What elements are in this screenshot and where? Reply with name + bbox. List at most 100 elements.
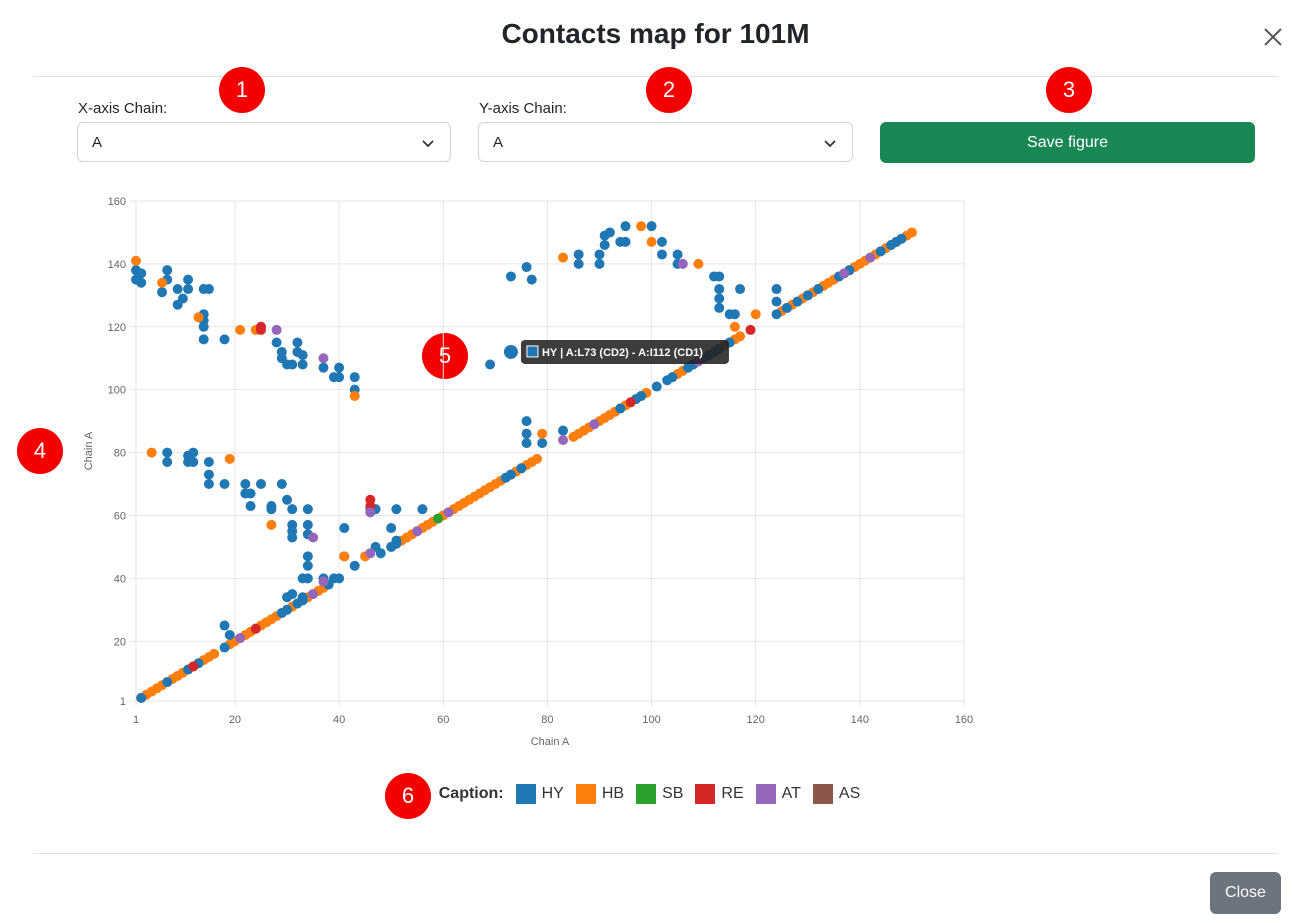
data-point-hy (505, 271, 516, 282)
data-point-hy (162, 457, 173, 468)
y-axis-chain-select[interactable]: A (478, 122, 853, 162)
data-point-hy (162, 265, 173, 276)
data-point-hy (282, 604, 293, 615)
legend-item-at[interactable]: AT (755, 784, 801, 804)
y-tick-label: 160 (108, 196, 126, 208)
data-point-hb (131, 255, 141, 266)
data-point-at (308, 589, 319, 600)
legend-swatch (636, 784, 657, 804)
data-point-hy (771, 296, 782, 307)
chevron-down-icon (824, 140, 836, 148)
legend-label: AS (838, 785, 861, 802)
data-point-hy (594, 249, 605, 260)
data-point-hy (656, 236, 667, 247)
x-tick-label: 20 (229, 714, 241, 726)
data-point-hy (537, 438, 548, 449)
hovered-point (503, 344, 518, 359)
data-point-hy (620, 236, 631, 247)
data-point-hy (792, 296, 803, 307)
data-point-hy (651, 381, 662, 392)
legend-item-hb[interactable]: HB (575, 784, 624, 804)
x-axis-chain-select[interactable]: A (77, 122, 451, 162)
data-point-at (235, 633, 246, 644)
data-point-at (412, 526, 423, 537)
data-point-hy (391, 504, 402, 515)
data-point-hy (318, 362, 329, 373)
data-point-hy (521, 262, 532, 273)
data-point-hy (240, 479, 251, 490)
data-point-hy (875, 246, 886, 257)
legend-item-hy[interactable]: HY (515, 784, 564, 804)
legend-caption: Caption: (438, 785, 504, 802)
data-point-hb (531, 453, 542, 464)
data-point-hy (334, 372, 345, 383)
data-point-hy (266, 504, 277, 515)
data-point-hy (391, 535, 402, 546)
annotation-badge-2: 2 (646, 67, 692, 113)
y-tick-label: 100 (108, 385, 126, 397)
x-tick-label: 60 (437, 714, 449, 726)
data-point-hy (302, 573, 313, 584)
data-point-sb (433, 513, 444, 524)
data-point-hy (162, 677, 173, 688)
data-point-hy (287, 504, 298, 515)
contact-map-chart: 1 20 40 60 80 100 120 140 1601204060801001201401… (83, 196, 973, 748)
data-point-hy (276, 479, 287, 490)
data-point-hy (896, 233, 907, 244)
data-point-hb (209, 648, 220, 659)
data-point-hb (636, 221, 647, 232)
data-point-hb (339, 551, 350, 562)
data-point-hy (203, 457, 214, 468)
data-point-at (589, 419, 600, 430)
data-point-at (365, 548, 376, 559)
data-point-at (271, 324, 282, 335)
data-point-hb (193, 312, 204, 323)
data-point-at (558, 434, 569, 445)
data-point-hy (255, 479, 266, 490)
data-point-hy (328, 573, 339, 584)
modal-title: Contacts map for 101M (501, 18, 810, 49)
data-point-hy (334, 362, 345, 373)
close-icon[interactable] (1256, 20, 1290, 54)
data-point-hy (714, 271, 725, 282)
data-point-hb (750, 309, 761, 320)
save-figure-button[interactable]: Save figure (880, 122, 1255, 163)
data-point-hy (183, 284, 194, 295)
x-tick-label: 1 (133, 714, 139, 726)
data-point-re (255, 324, 266, 335)
data-point-hy (219, 642, 230, 653)
data-point-hy (287, 532, 298, 543)
data-point-re (250, 623, 261, 634)
data-point-hb (224, 453, 235, 464)
y-tick-label: 40 (114, 573, 126, 585)
data-point-re (625, 397, 636, 408)
data-point-hy (656, 249, 667, 260)
data-point-at (318, 576, 329, 587)
legend-item-sb[interactable]: SB (636, 784, 683, 804)
data-point-hy (802, 290, 813, 301)
y-tick-label: 140 (108, 259, 126, 271)
data-point-hy (604, 227, 615, 238)
x-axis-chain-value: A (92, 133, 103, 151)
data-point-hy (599, 240, 610, 251)
data-point-hy (735, 284, 746, 295)
data-point-re (188, 661, 199, 672)
data-point-hb (537, 428, 548, 439)
data-point-hy (245, 488, 256, 499)
data-point-hy (162, 447, 173, 458)
data-point-hy (219, 334, 230, 345)
data-point-at (865, 252, 876, 263)
data-point-hy (287, 589, 298, 600)
data-point-hy (615, 403, 626, 414)
annotation-badge-5: 5 (422, 333, 468, 379)
data-point-at (365, 507, 376, 518)
x-tick-label: 100 (642, 714, 660, 726)
data-point-hy (505, 469, 516, 480)
legend-item-re[interactable]: RE (695, 784, 744, 804)
data-point-hy (485, 359, 496, 370)
legend-item-as[interactable]: AS (812, 784, 861, 804)
data-point-hb (729, 321, 740, 332)
close-button[interactable]: Close (1210, 872, 1281, 914)
data-point-hy (297, 350, 308, 361)
data-point-hy (302, 560, 313, 571)
